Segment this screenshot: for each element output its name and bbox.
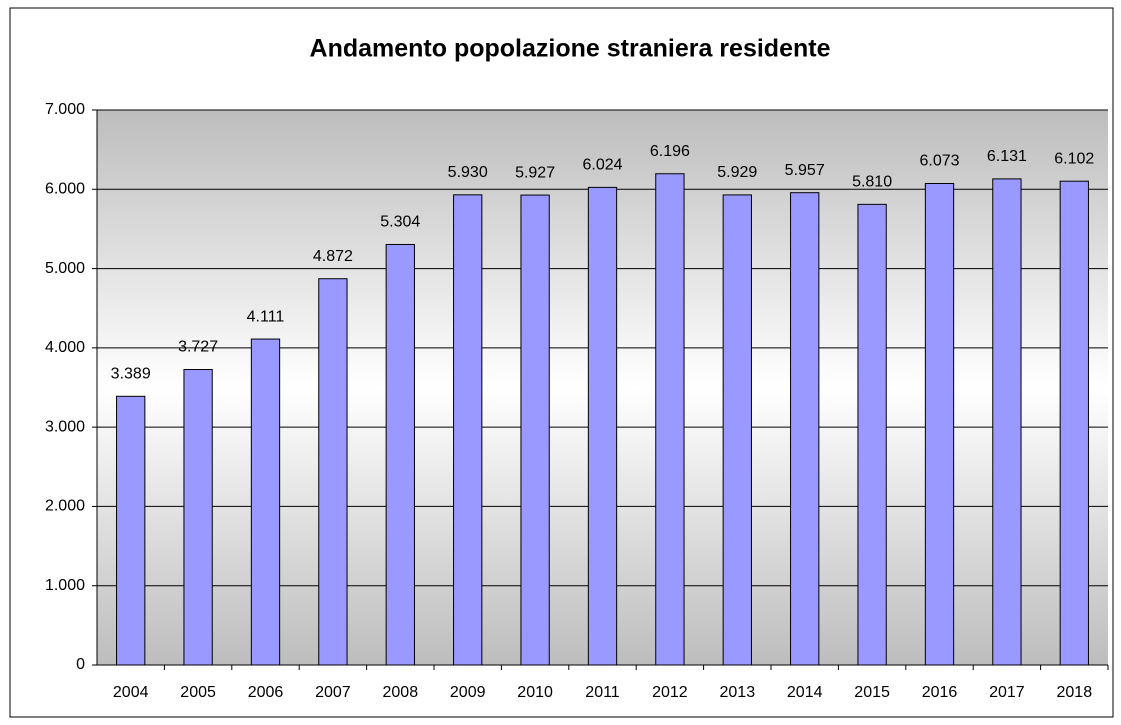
x-tick-label: 2009 [450, 684, 486, 701]
y-tick-label: 3.000 [45, 418, 85, 435]
value-label: 6.102 [1054, 150, 1094, 167]
y-tick-label: 7.000 [45, 101, 85, 118]
x-tick-label: 2011 [585, 684, 620, 701]
bar [790, 192, 820, 666]
bar [385, 243, 415, 666]
y-tick-label: 4.000 [45, 339, 85, 356]
value-label: 6.073 [919, 153, 959, 170]
bar [655, 173, 685, 666]
x-tick-label: 2014 [787, 684, 823, 701]
x-tick-label: 2004 [113, 684, 149, 701]
x-tick-label: 2012 [652, 684, 688, 701]
bar [453, 194, 483, 666]
x-tick-label: 2013 [720, 684, 756, 701]
bar [183, 369, 213, 666]
x-tick-label: 2017 [989, 684, 1025, 701]
y-tick-label: 1.000 [45, 577, 85, 594]
x-tick-label: 2016 [922, 684, 958, 701]
x-tick-label: 2005 [180, 684, 216, 701]
value-label: 3.389 [111, 366, 151, 383]
value-label: 6.024 [582, 157, 622, 174]
y-tick-label: 6.000 [45, 181, 85, 198]
x-tick-label: 2006 [248, 684, 284, 701]
value-label: 5.304 [380, 214, 420, 231]
bar [116, 395, 146, 666]
bar [250, 338, 281, 666]
bar [1059, 180, 1089, 666]
value-label: 5.957 [785, 162, 825, 179]
value-label: 4.111 [247, 308, 285, 325]
bar [924, 182, 955, 666]
bar [520, 194, 550, 666]
bar [722, 194, 752, 666]
x-tick-label: 2018 [1057, 684, 1093, 701]
value-label: 4.872 [313, 248, 353, 265]
bar [587, 186, 618, 666]
y-tick-label: 2.000 [45, 498, 85, 515]
bar [992, 178, 1022, 666]
value-label: 5.930 [448, 164, 488, 181]
value-label: 5.927 [515, 164, 555, 181]
x-tick-label: 2008 [383, 684, 419, 701]
x-tick-label: 2010 [517, 684, 553, 701]
y-tick-label: 5.000 [45, 260, 85, 277]
bar [857, 203, 887, 666]
chart-title: Andamento popolazione straniera resident… [310, 35, 831, 63]
value-label: 5.929 [717, 164, 757, 181]
value-label: 3.727 [178, 339, 218, 356]
value-label: 6.196 [650, 143, 690, 160]
y-tick-label: 0 [76, 656, 85, 673]
value-label: 5.810 [852, 174, 892, 191]
bar [318, 278, 348, 666]
value-label: 6.131 [987, 148, 1027, 165]
x-tick-label: 2007 [315, 684, 351, 701]
x-tick-label: 2015 [854, 684, 890, 701]
